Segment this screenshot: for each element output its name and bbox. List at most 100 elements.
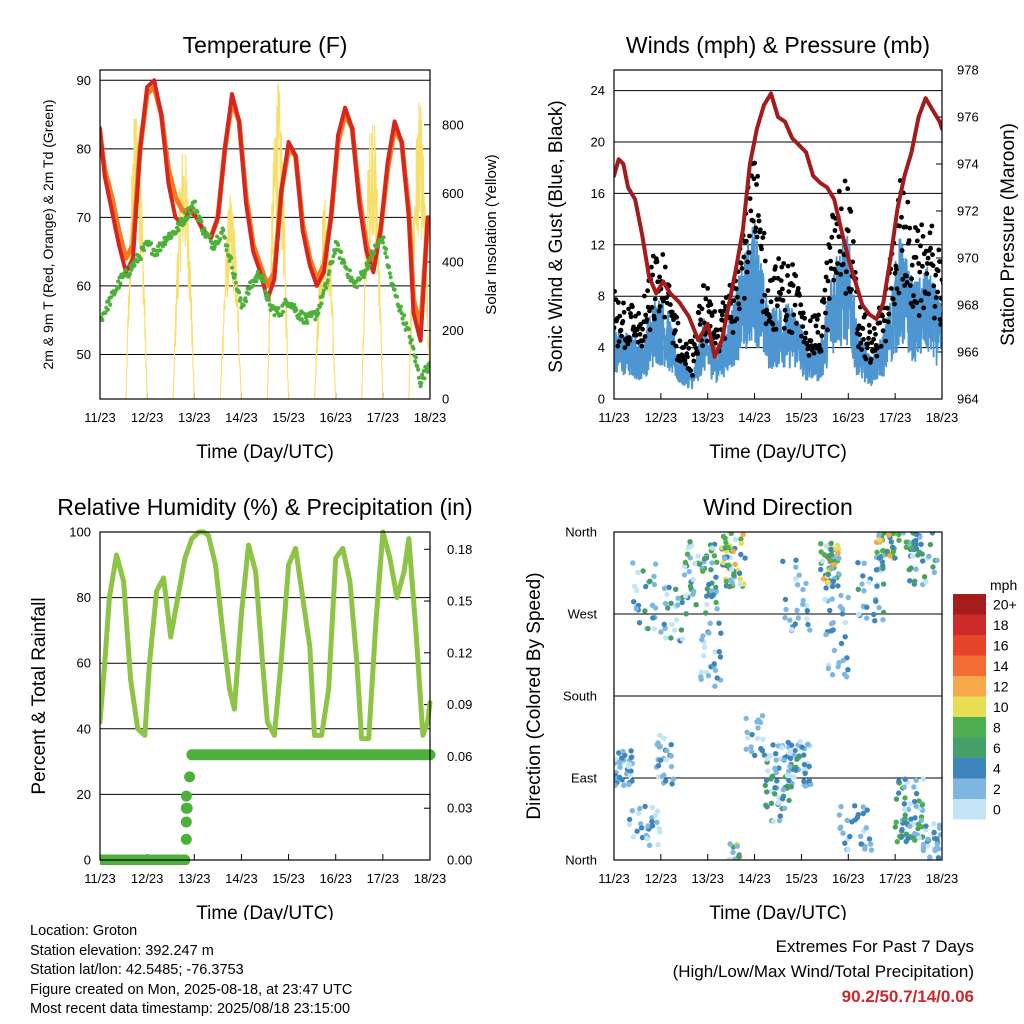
direction-point bbox=[682, 559, 689, 566]
wind-xtick-label: 15/23 bbox=[785, 410, 818, 425]
dewpoint-point bbox=[233, 272, 238, 277]
direction-point bbox=[791, 774, 797, 780]
direction-point bbox=[786, 768, 792, 774]
direction-point bbox=[668, 753, 674, 759]
gust-point bbox=[926, 291, 932, 297]
temp-xlabel: Time (Day/UTC) bbox=[196, 442, 334, 463]
dewpoint-point bbox=[368, 255, 373, 260]
direction-point bbox=[786, 797, 792, 804]
direction-point bbox=[911, 538, 917, 545]
direction-point bbox=[772, 791, 778, 797]
legend-swatch bbox=[953, 696, 986, 717]
gust-point bbox=[875, 345, 880, 351]
gust-point bbox=[816, 312, 821, 318]
temp-ytick-label: 60 bbox=[77, 278, 91, 293]
dewpoint-point bbox=[135, 259, 140, 264]
dewpoint-point bbox=[380, 240, 385, 245]
direction-point bbox=[915, 825, 921, 832]
gust-point bbox=[700, 343, 705, 349]
direction-point bbox=[704, 593, 710, 599]
dewpoint-point bbox=[238, 296, 243, 301]
direction-point bbox=[908, 816, 914, 822]
gust-point bbox=[833, 270, 839, 275]
direction-point bbox=[793, 767, 799, 773]
direction-point bbox=[932, 847, 938, 854]
gust-point bbox=[890, 296, 896, 302]
gust-point bbox=[691, 358, 697, 364]
dewpoint-point bbox=[142, 248, 146, 253]
dewpoint-point bbox=[321, 288, 326, 293]
gust-point bbox=[617, 313, 623, 319]
direction-point bbox=[776, 765, 782, 771]
gust-point bbox=[657, 304, 663, 309]
dewpoint-point bbox=[158, 248, 163, 253]
legend-swatch bbox=[953, 758, 986, 779]
dewpoint-point bbox=[163, 242, 168, 247]
direction-point bbox=[835, 664, 841, 670]
direction-point bbox=[806, 763, 812, 770]
dir-xtick-label: 18/23 bbox=[926, 871, 959, 886]
direction-point bbox=[887, 553, 893, 559]
gust-point bbox=[775, 303, 780, 309]
gust-point bbox=[670, 340, 676, 346]
extremes-subtitle: (High/Low/Max Wind/Total Precipitation) bbox=[672, 962, 974, 981]
gust-point bbox=[860, 326, 866, 331]
dewpoint-point bbox=[305, 320, 310, 325]
direction-point bbox=[716, 649, 722, 655]
dir-xtick-label: 11/23 bbox=[598, 871, 630, 886]
gust-point bbox=[696, 310, 702, 316]
gust-point bbox=[851, 239, 856, 244]
gust-point bbox=[701, 283, 707, 288]
direction-point bbox=[626, 781, 632, 788]
direction-point bbox=[633, 606, 639, 612]
dewpoint-point bbox=[339, 250, 344, 254]
extremes-values: 90.2/50.7/14/0.06 bbox=[841, 987, 974, 1006]
dewpoint-point bbox=[391, 282, 396, 287]
gust-point bbox=[780, 286, 785, 292]
direction-point bbox=[799, 744, 805, 750]
direction-point bbox=[860, 804, 866, 810]
dewpoint-point bbox=[129, 267, 134, 272]
gust-point bbox=[814, 317, 820, 322]
direction-point bbox=[880, 581, 887, 587]
dir-xtick-label: 13/23 bbox=[691, 871, 724, 886]
legend-title: mph bbox=[990, 577, 1017, 593]
dewpoint-point bbox=[319, 301, 324, 306]
direction-point bbox=[829, 672, 836, 678]
gust-point bbox=[773, 326, 779, 332]
dewpoint-point bbox=[318, 304, 322, 309]
direction-point bbox=[801, 778, 807, 784]
gust-point bbox=[883, 338, 888, 344]
direction-point bbox=[793, 576, 799, 582]
direction-point bbox=[713, 574, 719, 580]
temp-title: Temperature (F) bbox=[183, 32, 348, 58]
direction-point bbox=[855, 560, 861, 566]
gust-point bbox=[832, 228, 838, 233]
dir-ytick-label: North bbox=[565, 525, 597, 540]
gust-point bbox=[697, 322, 703, 327]
direction-point bbox=[913, 546, 920, 552]
direction-point bbox=[867, 841, 874, 847]
direction-point bbox=[916, 835, 922, 841]
gust-point bbox=[802, 335, 808, 341]
gust-point bbox=[747, 233, 752, 239]
direction-point bbox=[718, 630, 724, 636]
direction-point bbox=[614, 782, 618, 789]
rh-y2tick-label: 0.15 bbox=[447, 594, 472, 609]
dewpoint-point bbox=[404, 321, 409, 326]
direction-point bbox=[650, 615, 656, 621]
rh-xtick-label: 18/23 bbox=[414, 871, 447, 886]
dewpoint-point bbox=[372, 250, 377, 255]
gust-point bbox=[736, 301, 742, 307]
gust-point bbox=[764, 307, 769, 313]
direction-point bbox=[829, 583, 836, 590]
direction-point bbox=[692, 560, 698, 567]
direction-point bbox=[683, 611, 689, 617]
gust-point bbox=[789, 330, 795, 335]
direction-point bbox=[727, 577, 734, 583]
dewpoint-point bbox=[229, 255, 234, 260]
direction-point bbox=[836, 812, 843, 818]
dewpoint-point bbox=[254, 279, 259, 284]
wind-xtick-label: 16/23 bbox=[832, 410, 865, 425]
direction-point bbox=[807, 627, 813, 633]
